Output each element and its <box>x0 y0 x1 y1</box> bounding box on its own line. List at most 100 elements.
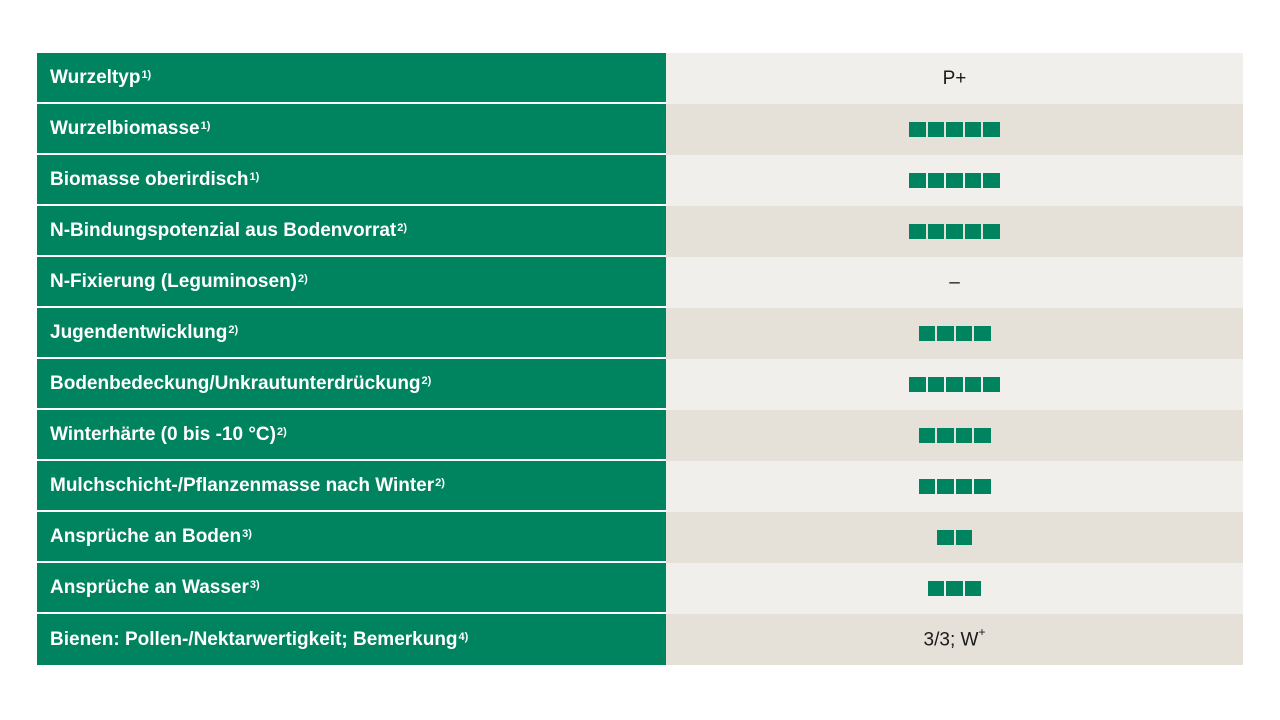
row-label: Winterhärte (0 bis -10 °C) 2) <box>37 410 666 461</box>
footnote-marker: 2) <box>435 476 445 489</box>
footnote-marker: 2) <box>228 323 239 336</box>
footnote-marker: 4) <box>458 630 469 643</box>
value-main: 3/3; W <box>923 629 979 651</box>
footnote-marker: 2) <box>397 221 408 234</box>
rating-square-icon <box>946 122 963 137</box>
rating-square-icon <box>974 326 991 341</box>
row-label: Bienen: Pollen-/Nektarwertigkeit; Bemerk… <box>37 614 666 665</box>
row-label-text: Biomasse oberirdisch <box>50 168 249 190</box>
row-label: Wurzeltyp 1) <box>37 53 666 104</box>
table-row: Wurzelbiomasse 1) <box>37 104 1243 155</box>
table-row: Bodenbedeckung/Unkrautunterdrückung 2) <box>37 359 1243 410</box>
footnote-marker: 1) <box>141 68 152 81</box>
rating-square-icon <box>964 581 982 596</box>
row-label-text: Wurzelbiomasse <box>50 117 200 139</box>
row-value: – <box>666 257 1243 308</box>
footnote-marker: 1) <box>249 170 260 183</box>
rating-square-icon <box>909 122 926 137</box>
rating-squares <box>927 581 982 596</box>
row-value <box>666 308 1243 359</box>
rating-square-icon <box>927 377 945 392</box>
row-label: Bodenbedeckung/Unkrautunterdrückung 2) <box>37 359 666 410</box>
rating-square-icon <box>927 173 945 188</box>
rating-square-icon <box>918 428 935 443</box>
row-value <box>666 359 1243 410</box>
table-row: Ansprüche an Wasser 3) <box>37 563 1243 614</box>
rating-square-icon <box>946 224 963 239</box>
rating-square-icon <box>918 479 935 494</box>
row-label-text: N-Fixierung (Leguminosen) <box>50 270 297 292</box>
rating-square-icon <box>955 326 972 341</box>
rating-squares <box>918 479 991 494</box>
rating-square-icon <box>964 122 982 137</box>
rating-squares <box>909 173 1000 188</box>
value-text: 3/3; W+ <box>923 625 986 651</box>
properties-table: Wurzeltyp 1) P+ Wurzelbiomasse 1) Biomasse ob… <box>37 53 1243 665</box>
rating-square-icon <box>937 479 954 494</box>
row-label: Ansprüche an Wasser 3) <box>37 563 666 614</box>
row-label: N-Bindungspotenzial aus Bodenvorrat 2) <box>37 206 666 257</box>
row-value: 3/3; W+ <box>666 614 1243 665</box>
row-label: Jugendentwicklung 2) <box>37 308 666 359</box>
row-label-text: Mulchschicht-/Pflanzenmasse nach Winter <box>50 474 435 496</box>
row-label-text: Bienen: Pollen-/Nektarwertigkeit; Bemerk… <box>50 628 458 650</box>
row-label-text: Ansprüche an Boden <box>50 525 242 547</box>
table-row: Mulchschicht-/Pflanzenmasse nach Winter 2… <box>37 461 1243 512</box>
row-label-text: Bodenbedeckung/Unkrautunterdrückung <box>50 372 421 394</box>
rating-square-icon <box>983 377 1000 392</box>
rating-square-icon <box>937 530 954 545</box>
value-superscript: + <box>978 625 986 640</box>
row-value <box>666 104 1243 155</box>
footnote-marker: 2) <box>421 374 432 387</box>
rating-square-icon <box>946 173 963 188</box>
rating-square-icon <box>974 428 991 443</box>
value-text: P+ <box>943 68 967 90</box>
rating-square-icon <box>964 173 982 188</box>
rating-square-icon <box>937 326 954 341</box>
rating-square-icon <box>955 479 972 494</box>
rating-square-icon <box>946 377 963 392</box>
rating-squares <box>909 377 1000 392</box>
rating-square-icon <box>909 173 926 188</box>
rating-square-icon <box>983 122 1000 137</box>
rating-squares <box>918 326 991 341</box>
row-value <box>666 206 1243 257</box>
rating-square-icon <box>964 224 982 239</box>
footnote-marker: 2) <box>298 272 308 285</box>
value-text: – <box>949 272 960 294</box>
row-label: N-Fixierung (Leguminosen) 2) <box>37 257 666 308</box>
rating-square-icon <box>974 479 991 494</box>
row-value <box>666 461 1243 512</box>
footnote-marker: 1) <box>200 119 211 132</box>
rating-squares <box>918 428 991 443</box>
rating-square-icon <box>927 122 945 137</box>
footnote-marker: 2) <box>276 425 287 438</box>
rating-square-icon <box>909 224 926 239</box>
table-row: Winterhärte (0 bis -10 °C) 2) <box>37 410 1243 461</box>
table-row: N-Bindungspotenzial aus Bodenvorrat 2) <box>37 206 1243 257</box>
table-row: Biomasse oberirdisch 1) <box>37 155 1243 206</box>
table-row: Ansprüche an Boden 3) <box>37 512 1243 563</box>
row-value: P+ <box>666 53 1243 104</box>
row-label-text: Winterhärte (0 bis -10 °C) <box>50 423 276 445</box>
table-row: Bienen: Pollen-/Nektarwertigkeit; Bemerk… <box>37 614 1243 665</box>
rating-squares <box>937 530 972 545</box>
rating-square-icon <box>955 428 972 443</box>
rating-squares <box>909 122 1000 137</box>
row-value <box>666 410 1243 461</box>
row-value <box>666 512 1243 563</box>
value-main: – <box>949 271 960 293</box>
footnote-marker: 3) <box>249 578 260 591</box>
table-row: N-Fixierung (Leguminosen) 2) – <box>37 257 1243 308</box>
row-value <box>666 563 1243 614</box>
footnote-marker: 3) <box>242 527 252 540</box>
row-label-text: Wurzeltyp <box>50 66 141 88</box>
rating-square-icon <box>983 173 1000 188</box>
rating-square-icon <box>983 224 1000 239</box>
rating-square-icon <box>946 581 963 596</box>
row-label-text: Jugendentwicklung <box>50 321 228 343</box>
rating-square-icon <box>927 224 945 239</box>
value-main: P+ <box>942 67 967 89</box>
row-label: Mulchschicht-/Pflanzenmasse nach Winter 2… <box>37 461 666 512</box>
table-row: Jugendentwicklung 2) <box>37 308 1243 359</box>
